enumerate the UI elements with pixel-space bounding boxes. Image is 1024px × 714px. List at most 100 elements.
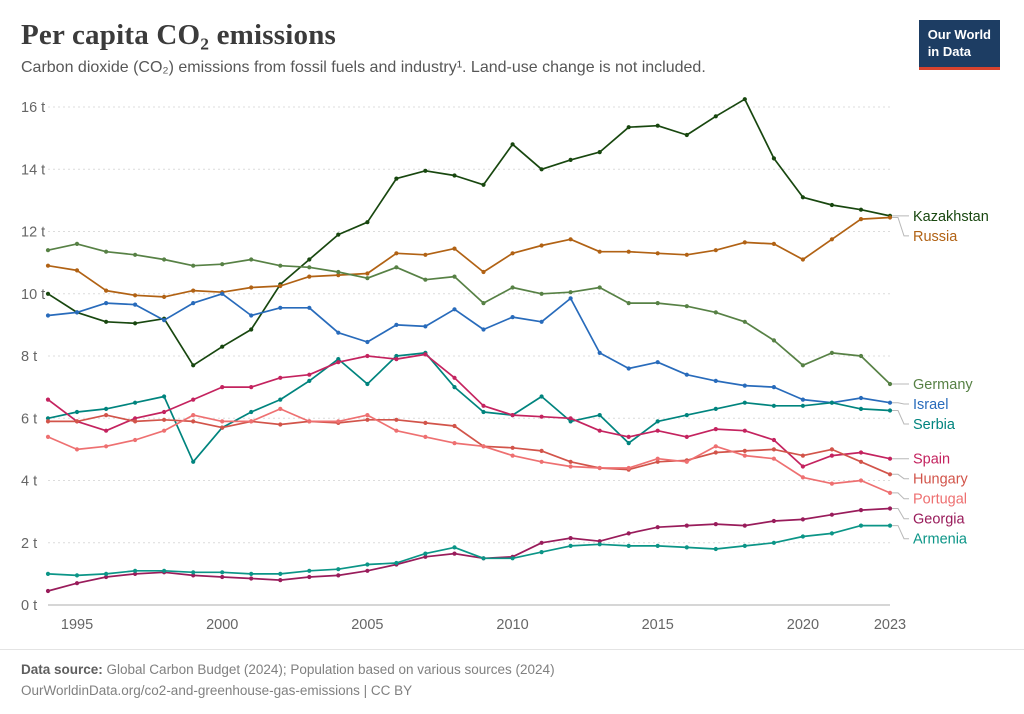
data-point[interactable] xyxy=(394,357,399,362)
data-point[interactable] xyxy=(133,293,138,298)
series-line-hungary[interactable] xyxy=(47,414,891,476)
data-point[interactable] xyxy=(655,428,660,433)
series-label-spain[interactable]: Spain xyxy=(913,452,950,468)
data-point[interactable] xyxy=(800,453,806,458)
data-point[interactable] xyxy=(365,271,370,276)
data-point[interactable] xyxy=(829,202,835,208)
data-point[interactable] xyxy=(539,243,544,248)
data-point[interactable] xyxy=(162,409,167,415)
data-point[interactable] xyxy=(800,257,806,262)
data-point[interactable] xyxy=(452,375,457,380)
series-line-kazakhstan[interactable] xyxy=(47,98,891,367)
data-point[interactable] xyxy=(713,522,718,527)
data-point[interactable] xyxy=(742,523,747,528)
data-point[interactable] xyxy=(45,419,51,424)
data-point[interactable] xyxy=(133,571,138,576)
data-point[interactable] xyxy=(713,450,718,455)
data-point[interactable] xyxy=(713,444,718,449)
data-point[interactable] xyxy=(162,257,167,262)
data-point[interactable] xyxy=(45,434,51,439)
data-point[interactable] xyxy=(220,574,225,580)
data-point[interactable] xyxy=(394,176,399,181)
data-point[interactable] xyxy=(858,353,864,359)
data-point[interactable] xyxy=(249,385,254,390)
data-point[interactable] xyxy=(278,305,283,310)
data-point[interactable] xyxy=(74,581,80,586)
data-point[interactable] xyxy=(626,465,631,471)
data-point[interactable] xyxy=(539,167,544,172)
data-point[interactable] xyxy=(626,434,631,439)
data-point[interactable] xyxy=(887,490,893,495)
data-point[interactable] xyxy=(510,445,515,450)
data-point[interactable] xyxy=(191,419,196,424)
data-point[interactable] xyxy=(104,574,109,580)
data-point[interactable] xyxy=(249,419,254,424)
data-point[interactable] xyxy=(104,406,109,411)
data-point[interactable] xyxy=(655,251,660,256)
data-point[interactable] xyxy=(452,551,457,556)
data-point[interactable] xyxy=(510,142,515,147)
data-point[interactable] xyxy=(45,263,51,268)
data-point[interactable] xyxy=(829,400,835,405)
data-point[interactable] xyxy=(597,249,602,254)
data-point[interactable] xyxy=(481,409,486,415)
data-point[interactable] xyxy=(655,456,660,461)
data-point[interactable] xyxy=(104,301,109,306)
data-point[interactable] xyxy=(104,249,109,254)
data-point[interactable] xyxy=(307,574,312,580)
data-point[interactable] xyxy=(887,215,893,220)
data-point[interactable] xyxy=(162,294,167,299)
data-point[interactable] xyxy=(336,232,341,237)
data-point[interactable] xyxy=(597,285,602,290)
data-point[interactable] xyxy=(307,378,312,383)
data-point[interactable] xyxy=(887,506,893,511)
data-point[interactable] xyxy=(452,545,457,550)
data-point[interactable] xyxy=(655,360,660,365)
data-point[interactable] xyxy=(684,434,689,439)
data-point[interactable] xyxy=(771,447,777,452)
data-point[interactable] xyxy=(104,428,109,433)
data-point[interactable] xyxy=(568,290,573,295)
data-point[interactable] xyxy=(742,428,747,433)
data-point[interactable] xyxy=(510,315,515,320)
data-point[interactable] xyxy=(539,540,544,545)
data-point[interactable] xyxy=(191,397,196,402)
data-point[interactable] xyxy=(684,252,689,257)
data-point[interactable] xyxy=(278,406,283,411)
data-point[interactable] xyxy=(220,262,225,267)
data-point[interactable] xyxy=(742,383,747,388)
data-point[interactable] xyxy=(800,403,806,408)
data-point[interactable] xyxy=(684,304,689,309)
data-point[interactable] xyxy=(45,248,51,253)
data-point[interactable] xyxy=(74,310,80,315)
data-point[interactable] xyxy=(278,375,283,380)
data-point[interactable] xyxy=(655,301,660,306)
data-point[interactable] xyxy=(162,417,167,422)
data-point[interactable] xyxy=(191,301,196,306)
data-point[interactable] xyxy=(510,251,515,256)
data-point[interactable] xyxy=(684,459,689,464)
data-point[interactable] xyxy=(568,237,573,242)
data-point[interactable] xyxy=(365,562,370,567)
data-point[interactable] xyxy=(539,448,544,453)
data-point[interactable] xyxy=(742,97,747,102)
data-point[interactable] xyxy=(597,428,602,433)
series-line-spain[interactable] xyxy=(47,353,891,468)
data-point[interactable] xyxy=(74,268,80,273)
data-point[interactable] xyxy=(829,512,835,517)
owid-logo[interactable]: Our World in Data xyxy=(918,20,1000,70)
data-point[interactable] xyxy=(394,251,399,256)
series-label-kazakhstan[interactable]: Kazakhstan xyxy=(913,209,989,225)
data-point[interactable] xyxy=(800,475,806,480)
data-point[interactable] xyxy=(336,357,341,362)
data-point[interactable] xyxy=(626,125,631,130)
data-point[interactable] xyxy=(307,419,312,424)
data-point[interactable] xyxy=(45,588,51,594)
data-point[interactable] xyxy=(481,556,486,561)
data-point[interactable] xyxy=(829,531,835,536)
data-point[interactable] xyxy=(336,567,341,572)
data-point[interactable] xyxy=(220,570,225,575)
data-point[interactable] xyxy=(742,240,747,245)
data-point[interactable] xyxy=(771,241,777,246)
data-point[interactable] xyxy=(452,385,457,390)
